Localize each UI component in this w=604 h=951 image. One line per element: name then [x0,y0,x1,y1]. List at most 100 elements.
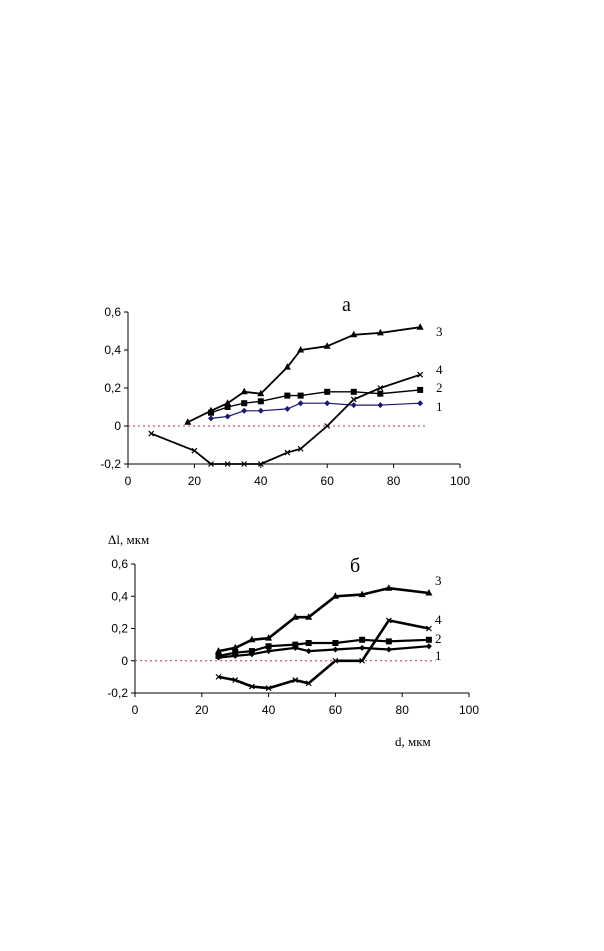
series-1-point [297,400,304,407]
series-3-label: 3 [435,573,442,588]
series-3-point [231,643,239,651]
y-tick-label: 0,6 [111,557,128,571]
series-1-point [350,402,357,409]
series-4-point [241,461,248,467]
x-tick-label: 0 [125,474,132,488]
series-3-point [184,418,192,425]
series-3-point [350,330,358,338]
series-2-point [284,392,291,399]
panel-a-chart: -0,2 0 0,2 0,4 0,6 0 20 40 60 80 100 1 2 3 4 а [100,294,470,488]
series-3-point [291,613,299,620]
series-2-point [241,400,248,407]
series-2-point [257,398,264,405]
series-3-point [305,613,313,620]
x-tick-label: 80 [396,703,410,717]
series-2-point [359,636,366,643]
series-1-point [377,402,384,409]
series-3-point [358,590,366,598]
series-4-point [425,625,432,632]
series-4-point [232,677,239,684]
series-4-point [284,449,291,456]
series-1-point [417,400,424,407]
series-4-point [208,461,214,467]
series-3-point [240,387,248,395]
y-tick-label: 0,4 [104,343,121,357]
series-2-point [248,648,255,655]
series-1-point [224,413,231,420]
y-tick-label: 0,6 [104,305,121,319]
series-3-point [376,328,384,336]
y-tick-label: 0 [121,654,128,668]
series-2-point [292,641,299,648]
series-3-line [187,326,421,424]
series-3-label: 3 [436,324,443,339]
series-2-point [265,643,272,650]
series-2-point [425,636,432,643]
series-1-point [425,643,432,650]
series-2-point [232,649,239,656]
series-1-point [359,644,366,651]
panel-b-chart: -0,2 0 0,2 0,4 0,6 0 20 40 60 80 100 1 2 3 4 б Δl, мкм d,… [107,532,479,749]
series-3-point [297,346,305,353]
x-tick-label: 100 [459,703,479,717]
series-1-point [385,646,392,653]
series-1-point [208,415,214,422]
panel-letter: б [350,555,360,577]
series-2-label: 2 [436,380,443,395]
series-2-point [305,640,312,647]
series-3-point [257,389,265,397]
series-1-label: 1 [435,648,442,663]
series-4-point [385,617,392,624]
x-tick-label: 40 [262,703,276,717]
series-3-point [416,323,424,330]
x-tick-label: 40 [254,474,268,488]
series-3-point [385,584,393,591]
y-tick-label: 0,2 [111,622,128,636]
series-2-point [297,392,304,399]
series-2-point [385,638,392,645]
series-4-point [324,423,331,429]
series-4-line [218,619,430,690]
series-4-label: 4 [435,612,442,627]
series-2-point [332,640,339,647]
series-4-point [257,461,264,467]
series-4-point [224,461,231,467]
series-4-point [359,657,366,664]
y-tick-label: -0,2 [100,457,121,471]
series-1-point [265,648,272,655]
series-2-point [377,390,384,397]
series-1-point [305,648,312,655]
y-tick-label: -0,2 [107,686,128,700]
x-tick-label: 20 [195,703,209,717]
series-1-point [257,407,264,414]
series-3-point [248,635,256,643]
x-axis-title: d, мкм [395,734,431,749]
series-1-line [218,645,429,659]
series-2-point [417,386,424,393]
series-3-point [283,363,291,370]
series-4-point [305,680,312,687]
x-tick-label: 80 [387,474,401,488]
series-4-point [148,430,155,437]
series-2-label: 2 [435,631,442,646]
series-2-point [324,388,331,395]
series-2-point [224,404,231,410]
series-1-point [241,407,248,414]
series-3-point [224,399,232,406]
series-3-line [218,586,430,653]
series-3-point [215,647,222,654]
series-3-point [265,634,273,641]
series-4-point [191,447,198,454]
series-4-point [377,385,384,391]
y-tick-label: 0,2 [104,381,121,395]
series-4-point [417,371,424,378]
panel-letter: а [342,294,351,316]
series-1-point [284,405,291,412]
series-3-point [331,592,339,599]
y-tick-label: 0 [114,419,121,433]
series-2-point [215,652,222,659]
x-tick-label: 60 [329,703,343,717]
series-4-label: 4 [436,362,443,377]
series-1-label: 1 [436,399,443,414]
